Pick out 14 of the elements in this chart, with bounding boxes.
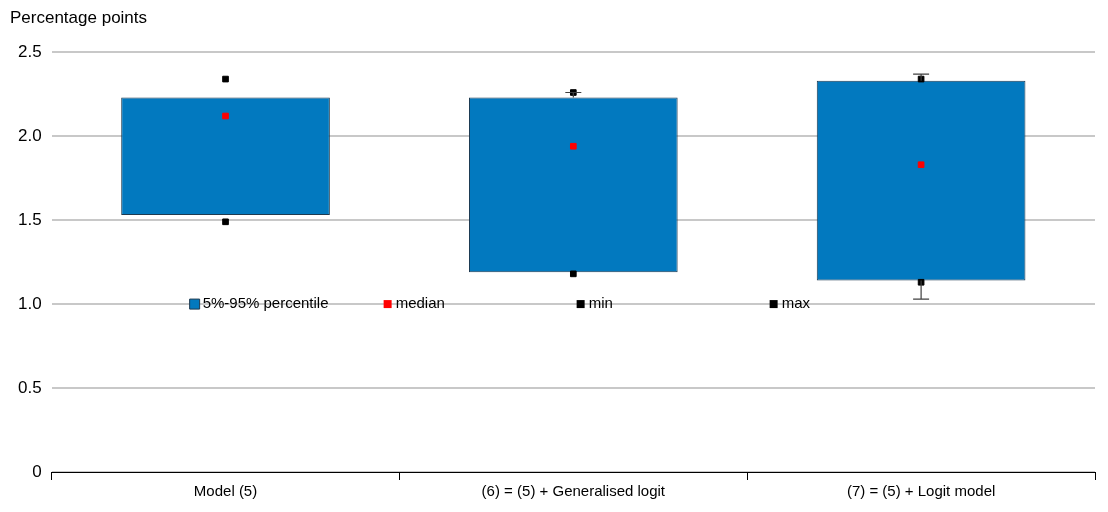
y-tick-label: 0.5: [17, 377, 42, 397]
x-tick-label: (7) = (5) + Logit model: [846, 482, 996, 500]
legend-label: min: [588, 294, 613, 312]
x-tick-label: Model (5): [193, 482, 258, 500]
legend-label: median: [395, 294, 445, 312]
legend-label: 5%-95% percentile: [202, 294, 329, 312]
x-tick-label: (6) = (5) + Generalised logit: [481, 482, 666, 500]
legend-label: max: [781, 294, 811, 312]
y-axis-title: Percentage points: [9, 8, 149, 29]
y-tick-label: 2.5: [17, 41, 42, 61]
y-tick-label: 2.0: [17, 125, 42, 145]
y-tick-label: 1.5: [17, 209, 42, 229]
y-tick-label: 1.0: [17, 293, 42, 313]
y-tick-label: 0: [32, 461, 42, 481]
